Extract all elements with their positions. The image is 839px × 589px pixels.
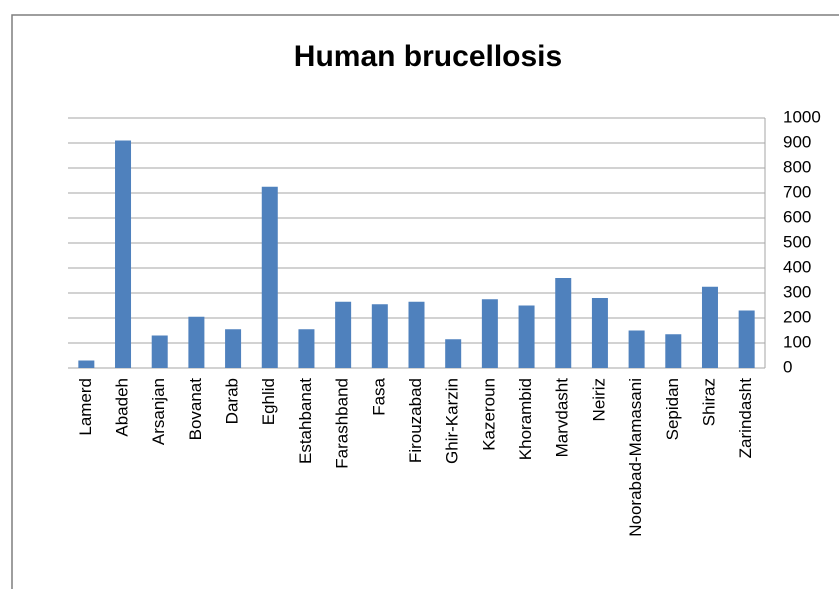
y-tick-label: 700 [783,182,811,201]
y-tick-label: 400 [783,257,811,276]
x-tick-label: Bovanat [186,378,205,441]
y-tick-label: 100 [783,332,811,351]
x-tick-label: Arsanjan [149,378,168,445]
bar [371,304,388,368]
bar [591,298,608,368]
y-tick-label: 600 [783,207,811,226]
x-tick-label: Firouzabad [406,378,425,463]
x-tick-label: Kazeroun [479,378,498,451]
bar [151,335,168,368]
bar [115,140,132,368]
bar [78,360,95,368]
bar [445,339,462,368]
x-tick-label: Sepidan [663,378,682,440]
y-tick-label: 0 [783,357,792,376]
x-tick-label: Farashband [333,378,352,469]
bar [225,329,242,368]
x-tick-label: Abadeh [113,378,132,437]
y-tick-label: 1000 [783,107,821,126]
x-tick-label: Neiriz [589,378,608,421]
bar [188,316,205,368]
bar [518,305,535,368]
y-tick-label: 800 [783,157,811,176]
x-tick-label: Estahbanat [296,378,315,464]
bar [555,278,572,368]
x-tick-label: Ghir-Karzin [443,378,462,464]
bar [261,186,278,368]
bar [701,286,718,368]
bar [481,299,498,368]
y-tick-label: 500 [783,232,811,251]
bar [298,329,315,368]
x-tick-label: Noorabad-Mamasani [626,378,645,537]
y-tick-label: 300 [783,282,811,301]
chart-frame [11,14,839,589]
x-tick-label: Zarindasht [736,378,755,459]
x-tick-label: Shiraz [699,378,718,426]
x-tick-label: Eghlid [259,378,278,425]
x-tick-label: Fasa [369,377,388,415]
bar [628,330,645,368]
bar [738,310,755,368]
y-tick-label: 900 [783,132,811,151]
x-tick-label: Marvdasht [553,378,572,458]
x-tick-label: Lamerd [76,378,95,436]
chart-title: Human brucellosis [294,40,562,73]
bar [335,301,352,368]
x-tick-label: Khorambid [516,378,535,460]
bar [408,301,425,368]
y-tick-label: 200 [783,307,811,326]
bar [665,334,682,368]
x-tick-label: Darab [223,378,242,424]
